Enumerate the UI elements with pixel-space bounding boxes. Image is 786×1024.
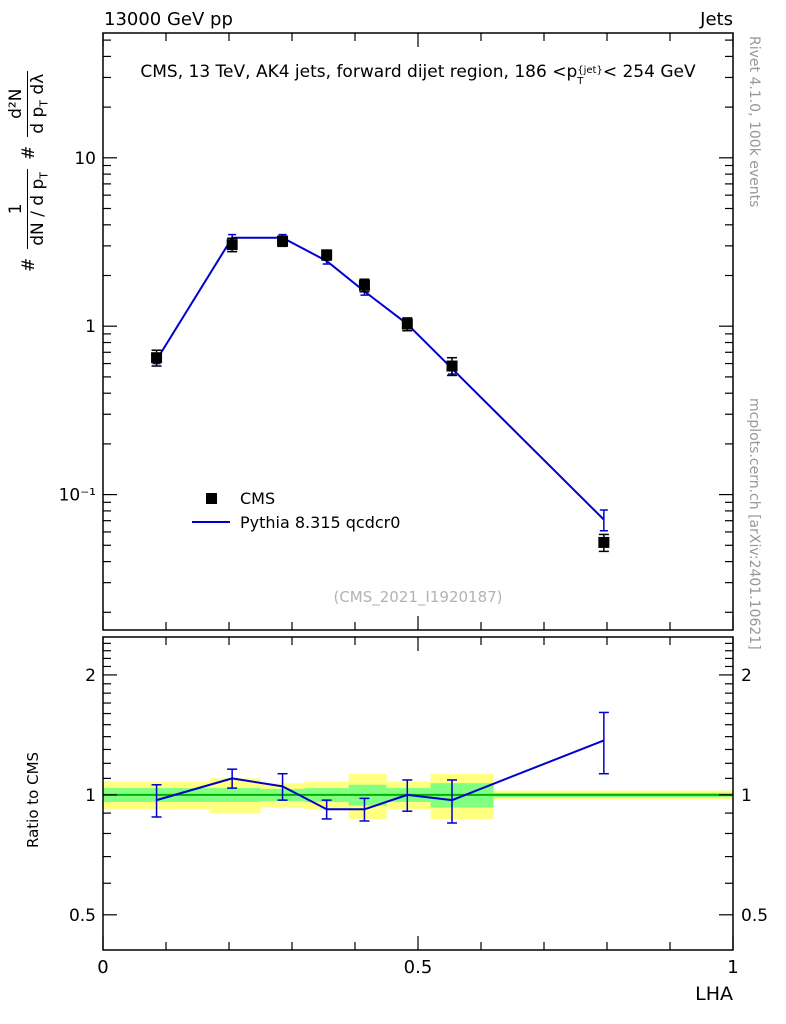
beam-energy-label: 13000 GeV pp xyxy=(104,9,233,30)
ratio-y-axis-label: Ratio to CMS xyxy=(24,751,42,848)
cms-data-marker xyxy=(358,279,370,291)
legend-entry-pythia: Pythia 8.315 qcdcr0 xyxy=(192,510,400,534)
legend-entry-cms: CMS xyxy=(192,486,400,510)
cms-data-marker xyxy=(598,536,610,548)
ratio-y-tick-label-right: 2 xyxy=(741,666,752,686)
plot-title-prefix: CMS, 13 TeV, AK4 jets, forward dijet reg… xyxy=(140,62,578,82)
pt-superscript: {jet} xyxy=(577,65,603,76)
cms-data-marker xyxy=(226,239,238,251)
ratio-line xyxy=(156,739,605,811)
process-label: Jets xyxy=(700,9,733,30)
main-y-tick-label: 10⁻¹ xyxy=(59,486,96,506)
cms-data-marker xyxy=(446,360,458,372)
legend-label-cms: CMS xyxy=(240,488,276,508)
hash-symbol: # xyxy=(18,257,39,272)
main-y-tick-label: 10 xyxy=(74,149,96,169)
legend-marker-cms xyxy=(205,492,217,504)
cms-data-marker xyxy=(401,318,413,330)
pythia-line xyxy=(155,236,605,521)
cms-data-marker xyxy=(151,352,163,364)
x-axis-title: LHA xyxy=(695,983,733,1005)
differential-fraction: d²N d pT dλ xyxy=(6,70,52,137)
ratio-y-tick-label-left: 0.5 xyxy=(69,906,96,926)
plot-title-suffix: < 254 GeV xyxy=(602,62,696,82)
main-y-axis-label: # 1 dN / d pT # d²N d pT dλ xyxy=(6,70,52,272)
legend-marker-pythia xyxy=(192,521,230,523)
cms-data-marker xyxy=(321,249,333,261)
ratio-y-tick-label-left: 1 xyxy=(85,786,96,806)
plot-title: CMS, 13 TeV, AK4 jets, forward dijet reg… xyxy=(103,62,733,87)
ratio-y-tick-label-right: 1 xyxy=(741,786,752,806)
x-tick-label: 1 xyxy=(727,957,738,978)
hash-symbol: # xyxy=(18,145,39,160)
mcplots-arxiv-credit: mcplots.cern.ch [arXiv:2401.10621] xyxy=(746,398,762,650)
analysis-id-watermark: (CMS_2021_I1920187) xyxy=(333,588,503,606)
ratio-y-tick-label-right: 0.5 xyxy=(741,906,768,926)
pt-superscript-subscript: {jet} T xyxy=(577,65,603,87)
normalization-fraction: 1 dN / d pT xyxy=(6,168,52,249)
rivet-version-credit: Rivet 4.1.0, 100k events xyxy=(746,36,762,208)
x-tick-label: 0.5 xyxy=(404,957,433,978)
main-panel-frame xyxy=(102,32,734,631)
x-tick-label: 0 xyxy=(97,957,108,978)
legend: CMS Pythia 8.315 qcdcr0 xyxy=(192,486,400,534)
cms-data-marker xyxy=(277,235,289,247)
main-y-tick-label: 1 xyxy=(85,317,96,337)
legend-label-pythia: Pythia 8.315 qcdcr0 xyxy=(240,512,401,532)
ratio-y-tick-label-left: 2 xyxy=(85,666,96,686)
pt-subscript: T xyxy=(577,76,584,87)
